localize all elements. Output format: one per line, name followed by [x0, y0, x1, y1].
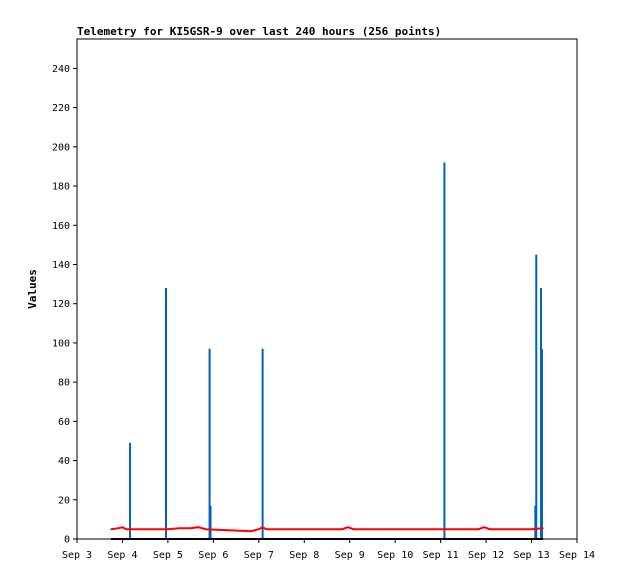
data-point [110, 528, 112, 530]
x-tick-label: Sep 3 [62, 550, 92, 561]
y-tick-label: 240 [52, 64, 70, 75]
y-tick-label: 160 [52, 221, 70, 232]
y-tick-label: 220 [52, 103, 70, 114]
data-point [178, 527, 181, 530]
data-point [489, 528, 491, 530]
y-tick-label: 60 [58, 417, 70, 428]
data-point [197, 526, 200, 529]
y-tick-label: 40 [58, 456, 70, 467]
x-tick-label: Sep 12 [468, 550, 504, 561]
data-point [352, 528, 355, 530]
x-tick-label: Sep 7 [244, 550, 274, 561]
data-point [542, 527, 544, 530]
x-tick-label: Sep 11 [423, 550, 459, 561]
data-point [341, 528, 343, 530]
data-point [204, 528, 207, 530]
data-point [121, 526, 124, 529]
data-point [250, 530, 253, 532]
x-tick-label: Sep 5 [153, 550, 183, 561]
x-tick-label: Sep 10 [377, 550, 413, 561]
y-axis-label: Values [26, 269, 39, 309]
x-tick-label: Sep 4 [107, 550, 137, 561]
y-tick-label: 120 [52, 299, 70, 310]
x-axis: Sep 3 Sep 4 Sep 5 Sep 6 Sep 7 Sep 8 Sep 9 Sep 1… [62, 539, 595, 561]
plot-area [76, 38, 578, 540]
data-point [347, 526, 349, 529]
data-point [125, 528, 128, 530]
data-point [477, 528, 480, 530]
x-tick-label: Sep 9 [335, 550, 365, 561]
data-point [483, 526, 485, 529]
data-point [227, 529, 230, 531]
series-line-1 [110, 526, 543, 533]
data-point [117, 527, 120, 530]
y-tick-label: 20 [58, 495, 70, 506]
x-tick-label: Sep 8 [289, 550, 319, 561]
chart-title: Telemetry for KI5GSR-9 over last 240 hou… [77, 25, 441, 38]
data-point [530, 528, 533, 530]
y-axis: 0 20 40 60 80 100 120 140 160 180 200 220 240 [52, 64, 77, 546]
data-point [167, 528, 169, 530]
series-layer [110, 162, 544, 540]
x-tick-label: Sep 13 [513, 550, 549, 561]
data-point [265, 528, 268, 530]
data-point [261, 526, 264, 529]
data-point [258, 528, 260, 530]
y-tick-label: 180 [52, 182, 70, 193]
y-tick-label: 200 [52, 142, 70, 153]
y-tick-label: 140 [52, 260, 70, 271]
x-tick-label: Sep 14 [559, 550, 595, 561]
y-tick-label: 80 [58, 378, 70, 389]
y-tick-label: 0 [64, 535, 70, 546]
y-tick-label: 100 [52, 338, 70, 349]
x-tick-label: Sep 6 [198, 550, 228, 561]
data-point [189, 527, 192, 530]
data-point [110, 538, 112, 540]
data-point [542, 538, 544, 540]
